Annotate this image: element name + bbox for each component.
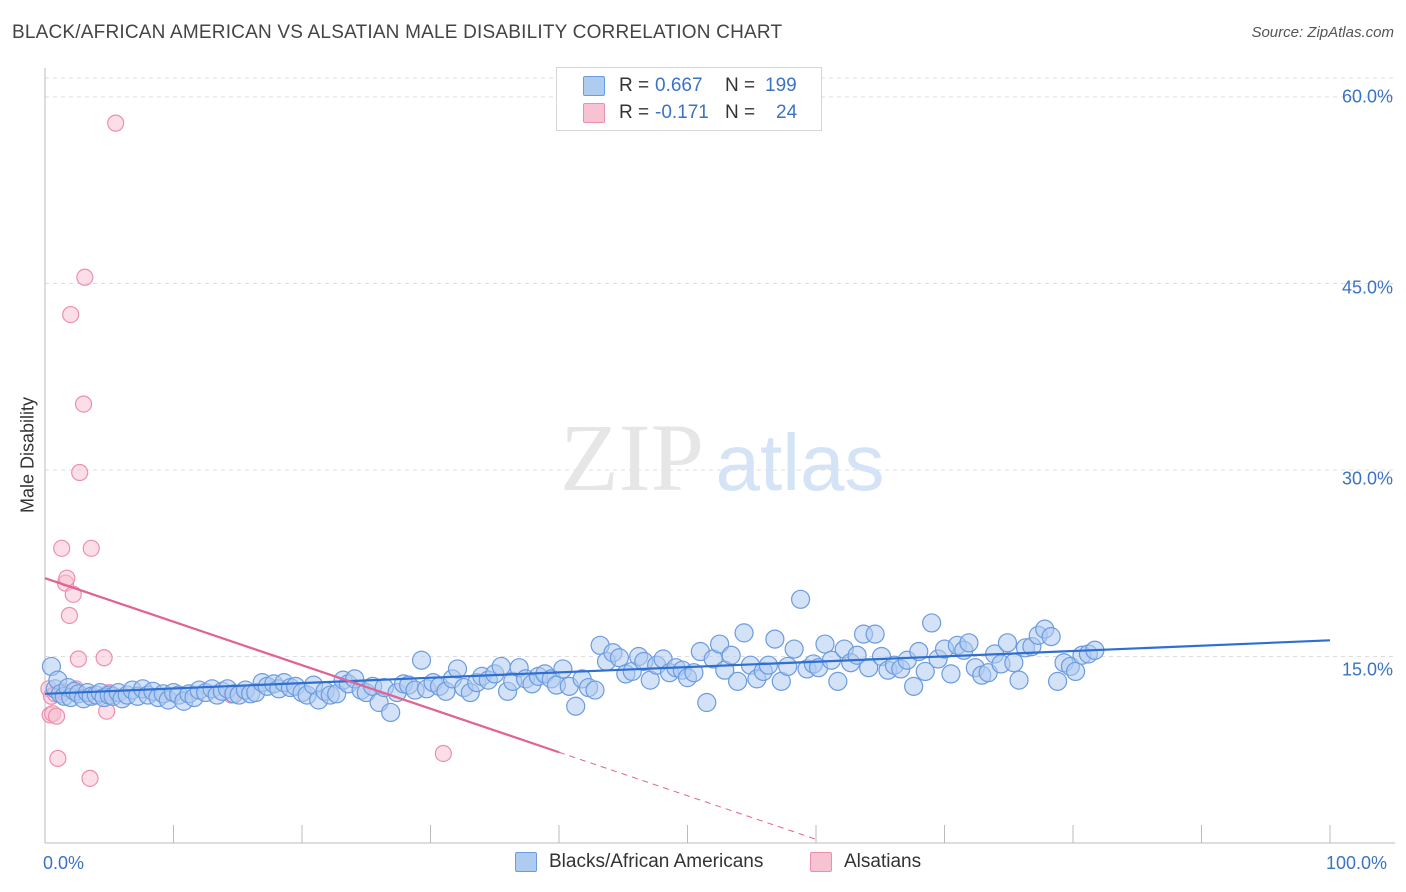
- data-point: [790, 589, 811, 609]
- trend-line-pink-extension: [558, 751, 817, 840]
- r-label: R =: [619, 102, 650, 123]
- data-point: [491, 656, 511, 677]
- data-point: [53, 539, 71, 557]
- gridlines: [45, 77, 1395, 657]
- data-point: [904, 676, 924, 696]
- watermark-atlas: atlas: [716, 418, 885, 507]
- data-point: [81, 769, 99, 787]
- n-label: N =: [725, 102, 756, 123]
- n-value: 24: [776, 102, 798, 123]
- stats-legend-row-blue: R = 0.667 N = 199: [583, 73, 797, 99]
- data-point: [69, 650, 88, 668]
- trend-line-blue: [44, 639, 1331, 695]
- data-point: [778, 656, 798, 677]
- data-point: [1009, 670, 1029, 690]
- data-point: [609, 648, 629, 668]
- data-point: [959, 633, 979, 653]
- data-point: [411, 650, 432, 670]
- data-point: [62, 305, 80, 324]
- data-point: [434, 744, 452, 763]
- legend-label: Alsatians: [844, 851, 922, 872]
- watermark-zip: ZIP: [560, 404, 704, 511]
- data-point: [566, 696, 586, 716]
- data-point: [381, 702, 401, 723]
- data-point: [76, 268, 94, 286]
- r-label: R =: [619, 75, 650, 96]
- data-point: [915, 661, 935, 682]
- data-point: [721, 645, 741, 665]
- data-point: [784, 639, 804, 659]
- data-point: [107, 114, 125, 132]
- data-point: [909, 641, 929, 662]
- data-point: [815, 634, 835, 654]
- y-tick-label-30: 30.0%: [1341, 468, 1393, 489]
- data-point: [49, 749, 67, 768]
- data-point: [60, 606, 79, 625]
- watermark: ZIP atlas: [560, 404, 884, 511]
- y-tick-label-60: 60.0%: [1341, 86, 1393, 107]
- data-point: [684, 663, 704, 683]
- legend-item-blacks[interactable]: Blacks/African Americans: [515, 851, 763, 873]
- r-value: 0.667: [655, 75, 703, 96]
- y-axis-label: Male Disability: [17, 396, 38, 514]
- data-point: [71, 463, 89, 482]
- r-value: -0.171: [655, 102, 709, 123]
- axes: [44, 68, 1395, 844]
- data-point: [765, 629, 785, 649]
- x-tick-label-min: 0.0%: [43, 853, 85, 873]
- data-point: [758, 655, 779, 675]
- data-point: [865, 624, 885, 644]
- pink-swatch-icon: [810, 852, 832, 872]
- stats-legend-row-pink: R = -0.171 N = 24: [583, 100, 797, 126]
- data-point: [997, 633, 1018, 653]
- data-point: [1041, 627, 1061, 647]
- source-label: Source: ZipAtlas.com: [1251, 24, 1394, 41]
- data-point: [697, 692, 717, 713]
- trend-line-pink: [44, 577, 560, 754]
- blue-swatch-icon: [583, 76, 605, 96]
- trend-lines: [44, 577, 1331, 840]
- pink-swatch-icon: [583, 103, 605, 123]
- data-point: [447, 659, 468, 679]
- data-point: [828, 671, 848, 691]
- data-point: [941, 664, 961, 684]
- data-point: [64, 585, 82, 603]
- data-point: [922, 613, 942, 633]
- legend-item-alsatians[interactable]: Alsatians: [810, 851, 921, 873]
- data-point: [1065, 661, 1086, 682]
- data-point: [47, 707, 66, 725]
- x-tick-label-max: 100.0%: [1326, 853, 1388, 873]
- stats-legend: R = 0.667 N = 199 R = -0.171 N = 24: [556, 67, 822, 131]
- data-point: [74, 395, 93, 413]
- legend-label: Blacks/African Americans: [549, 851, 764, 872]
- data-point: [1047, 671, 1068, 691]
- data-point: [82, 539, 100, 557]
- data-point: [95, 649, 113, 667]
- data-point: [710, 634, 730, 654]
- data-point: [553, 659, 573, 679]
- chart-title: BLACK/AFRICAN AMERICAN VS ALSATIAN MALE …: [12, 22, 783, 43]
- y-tick-label-15: 15.0%: [1341, 659, 1393, 680]
- data-point: [585, 680, 605, 700]
- data-point: [1004, 653, 1024, 673]
- y-tick-label-45: 45.0%: [1341, 277, 1393, 298]
- blue-swatch-icon: [515, 852, 537, 872]
- data-point: [734, 623, 754, 643]
- n-value: 199: [765, 75, 797, 96]
- n-label: N =: [725, 75, 756, 96]
- data-point: [728, 671, 748, 691]
